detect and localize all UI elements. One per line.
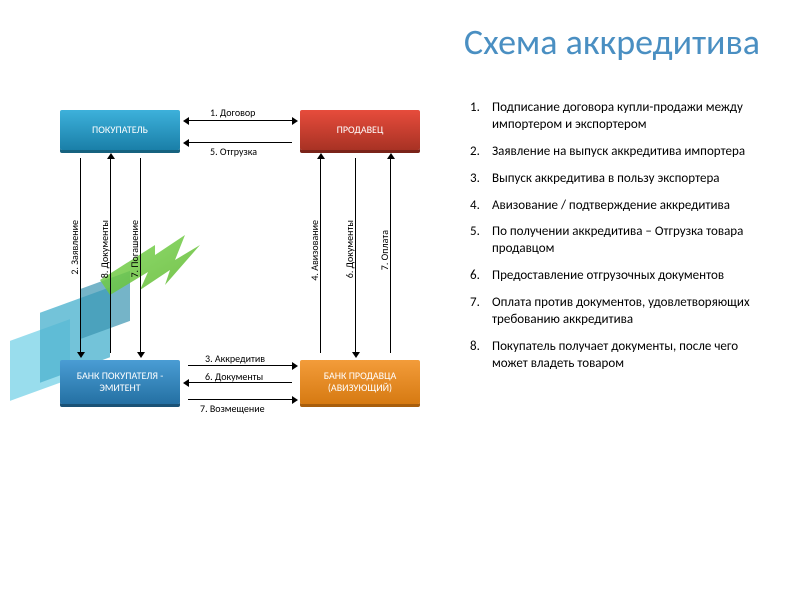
ahh7 [292,396,298,404]
label-h3: 3. Аккредитив [205,352,265,365]
label-v7c: 7. Оплата [378,230,391,270]
steps-list: 1.Подписание договора купли-продажи межд… [470,100,770,383]
ahv8 [107,153,115,159]
label-contract: 1. Договор [210,106,255,119]
ahv7c [387,153,395,159]
ah5 [183,139,189,147]
arrow-h3 [188,365,292,366]
label-v6: 6. Документы [343,220,356,278]
list-text: Оплата против документов, удовлетворяющи… [492,295,770,329]
list-item: 3.Выпуск аккредитива в пользу экспортера [470,171,770,188]
node-buyer-bank: БАНК ПОКУПАТЕЛЯ - ЭМИТЕНТ [60,360,180,404]
ahh3 [292,362,298,370]
list-text: Заявление на выпуск аккредитива импортер… [492,144,770,161]
label-v7b: 7. Погашение [128,220,141,278]
ahv4 [317,153,325,159]
list-text: Предоставление отгрузочных документов [492,268,770,285]
list-num: 6. [470,268,492,285]
ahh6 [183,379,189,387]
list-text: Покупатель получает документы, после чег… [492,339,770,373]
list-text: Авизование / подтверждение аккредитива [492,198,770,215]
arrow-contract [188,120,292,121]
list-item: 4.Авизование / подтверждение аккредитива [470,198,770,215]
page-title: Схема аккредитива [464,20,760,64]
list-num: 8. [470,339,492,373]
label-ship: 5. Отгрузка [210,145,257,158]
label-v2: 2. Заявление [68,220,81,275]
list-item: 8.Покупатель получает документы, после ч… [470,339,770,373]
list-item: 6.Предоставление отгрузочных документов [470,268,770,285]
node-seller: ПРОДАВЕЦ [300,110,420,150]
arrow-ship [188,142,292,143]
list-num: 4. [470,198,492,215]
arrow-h7 [188,399,292,400]
ah1l [183,117,189,125]
ah1r [292,117,298,125]
node-buyer: ПОКУПАТЕЛЬ [60,110,180,150]
node-seller-bank: БАНК ПРОДАВЦА (АВИЗУЮЩИЙ) [300,360,420,404]
label-v8: 8. Документы [98,220,111,278]
list-item: 1.Подписание договора купли-продажи межд… [470,100,770,134]
list-item: 5.По получении аккредитива – Отгрузка то… [470,224,770,258]
label-h6: 6. Документы [205,370,263,383]
list-num: 1. [470,100,492,134]
ahv6 [352,352,360,358]
label-v4: 4. Авизование [308,220,321,281]
list-num: 2. [470,144,492,161]
label-h7: 7. Возмещение [200,402,265,415]
list-item: 7.Оплата против документов, удовлетворяю… [470,295,770,329]
list-item: 2.Заявление на выпуск аккредитива импорт… [470,144,770,161]
list-text: Выпуск аккредитива в пользу экспортера [492,171,770,188]
list-text: Подписание договора купли-продажи между … [492,100,770,134]
ahv7b [137,352,145,358]
list-text: По получении аккредитива – Отгрузка това… [492,224,770,258]
list-num: 3. [470,171,492,188]
flowchart: ПОКУПАТЕЛЬ ПРОДАВЕЦ БАНК ПОКУПАТЕЛЯ - ЭМ… [20,100,460,500]
list-num: 5. [470,224,492,258]
list-num: 7. [470,295,492,329]
ahv2 [77,352,85,358]
